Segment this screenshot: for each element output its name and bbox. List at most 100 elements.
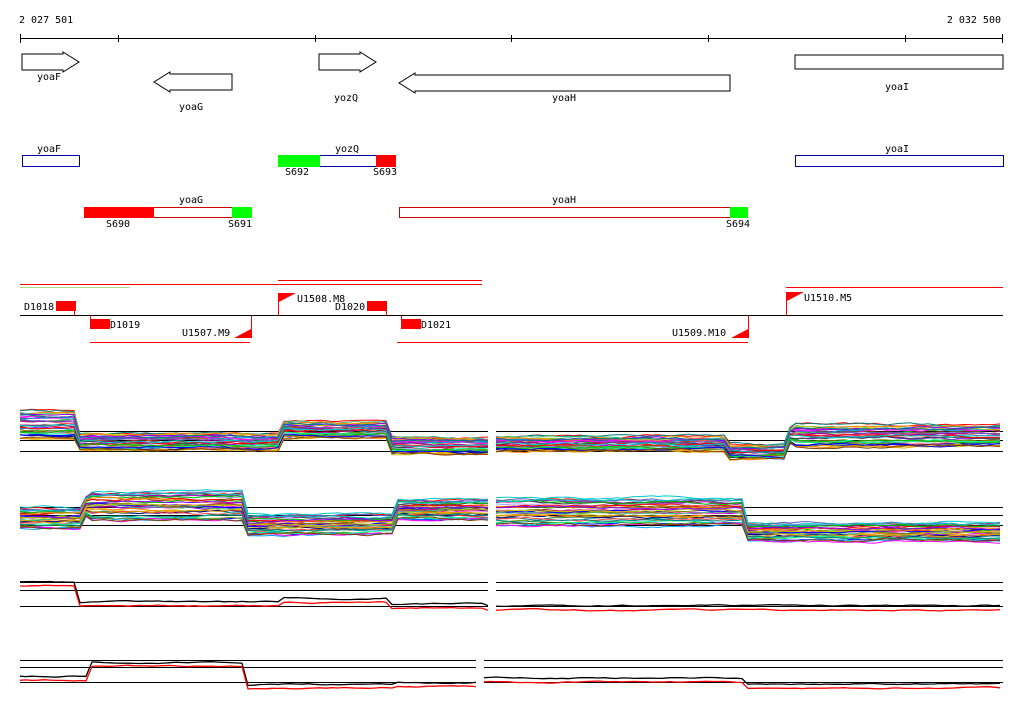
expression-trace [19,514,489,537]
expression-trace [19,436,489,456]
mean-trace [495,603,1001,608]
expression-trace [19,423,489,448]
feature-u1509-m10[interactable]: U1509.M10 [672,315,749,340]
expression-trace [19,492,489,519]
mean-trace [483,676,1001,686]
transcript-end-segment [232,207,252,218]
expression-trace [495,441,1001,460]
transcript-yoaF[interactable]: yoaF [22,144,80,167]
mean-trace [495,607,1001,612]
expression-trace [495,442,1001,459]
mean-panel-plus [19,580,1003,612]
mean-trace [19,664,477,690]
transcript-track-plus: yoaF yozQ S692 S693 yoaI [22,144,1004,178]
expression-trace [19,433,489,453]
expression-trace [495,508,1001,535]
svg-text:U1510.M5: U1510.M5 [804,293,852,304]
transcript-yozQ[interactable]: yozQ S692 S693 [278,144,397,178]
mean-panel-minus [19,660,1003,690]
transcript-start-segment [84,207,154,218]
expression-trace [495,505,1001,531]
svg-text:D1020: D1020 [335,302,365,313]
expression-trace [19,512,489,532]
feature-d1019[interactable]: D1019 [90,315,140,332]
expression-trace [19,500,489,524]
expression-trace [495,425,1001,449]
svg-text:D1019: D1019 [110,320,140,331]
expression-trace [495,441,1001,461]
expression-trace [495,422,1001,446]
feature-d1018[interactable]: D1018 [24,301,76,316]
ruler-start-label: 2 027 501 [19,15,73,26]
gene-label: yoaG [179,102,203,113]
expression-trace [19,502,489,528]
coordinate-ruler: 2 027 501 2 032 500 [19,15,1003,43]
expression-trace [495,522,1001,543]
svg-text:D1018: D1018 [24,302,54,313]
gene-yoaI[interactable]: yoaI [794,54,1004,93]
transcript-yoaG[interactable]: yoaG S690 S691 [84,195,252,230]
expression-trace [19,429,489,452]
expression-trace [19,489,489,516]
expression-trace [495,498,1001,527]
transcript-yoaI[interactable]: yoaI [795,144,1004,167]
transcript-track-minus: yoaG S690 S691 yoaH S694 [84,195,750,230]
expression-trace [19,418,489,444]
gene-label: yoaH [552,93,576,104]
transcript-label: yoaG [179,195,203,206]
expression-panel-minus [19,489,1003,544]
expression-trace [495,428,1001,449]
ruler-end-label: 2 032 500 [947,15,1001,26]
expression-trace [19,414,488,443]
mean-trace [19,661,477,687]
gene-yoaH[interactable]: yoaH [398,72,731,104]
segment-label-s690: S690 [106,219,130,230]
segment-label-s693: S693 [373,167,397,178]
expression-trace [495,518,1001,540]
transcript-start-segment [278,155,320,167]
transcript-yoaH[interactable]: yoaH S694 [399,195,751,230]
expression-trace [495,499,1001,528]
expression-trace [495,514,1001,539]
svg-text:D1021: D1021 [421,320,451,331]
transcript-label: yozQ [335,144,359,155]
svg-text:U1508.M8: U1508.M8 [297,294,345,305]
transcript-end-segment [376,155,396,167]
feature-track: D1018 U1508.M8 D1020 U1510.M5 D1019 U150… [20,280,1003,343]
expression-trace [19,430,488,452]
gene-label: yozQ [334,93,358,104]
transcript-end-segment [730,207,748,218]
gene-yoaF[interactable]: yoaF [21,51,80,83]
mean-trace [483,680,1001,690]
expression-trace [19,496,489,523]
svg-text:U1509.M10: U1509.M10 [672,328,726,339]
expression-trace [495,434,1000,453]
segment-label-s692: S692 [285,167,309,178]
expression-panel-plus [19,408,1003,462]
mean-trace [19,584,489,611]
feature-u1507-m9[interactable]: U1507.M9 [182,315,252,340]
transcript-label: yoaI [885,144,909,155]
ruler-ticks [20,34,1003,43]
transcript-label: yoaF [37,144,61,155]
expression-trace [19,514,489,536]
svg-text:U1507.M9: U1507.M9 [182,328,230,339]
gene-label: yoaI [885,82,909,93]
mean-trace [19,580,489,607]
feature-d1021[interactable]: D1021 [401,315,451,332]
segment-label-s691: S691 [228,219,252,230]
expression-trace [495,519,1000,541]
feature-u1510-m5[interactable]: U1510.M5 [786,292,853,316]
segment-label-s694: S694 [726,219,750,230]
feature-d1020[interactable]: D1020 [335,301,387,316]
gene-yoaG[interactable]: yoaG [153,71,233,113]
expression-panels [19,408,1003,690]
feature-u1508-m8[interactable]: U1508.M8 [278,293,346,316]
gene-yozQ[interactable]: yozQ [318,51,377,104]
expression-trace [19,503,489,527]
gene-label: yoaF [37,72,61,83]
transcript-label: yoaH [552,195,576,206]
gene-track: yoaF yoaG yozQ yoaH yoaI [21,51,1004,113]
